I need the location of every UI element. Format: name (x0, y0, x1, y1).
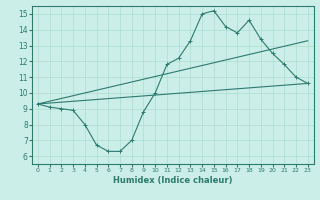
X-axis label: Humidex (Indice chaleur): Humidex (Indice chaleur) (113, 176, 233, 185)
